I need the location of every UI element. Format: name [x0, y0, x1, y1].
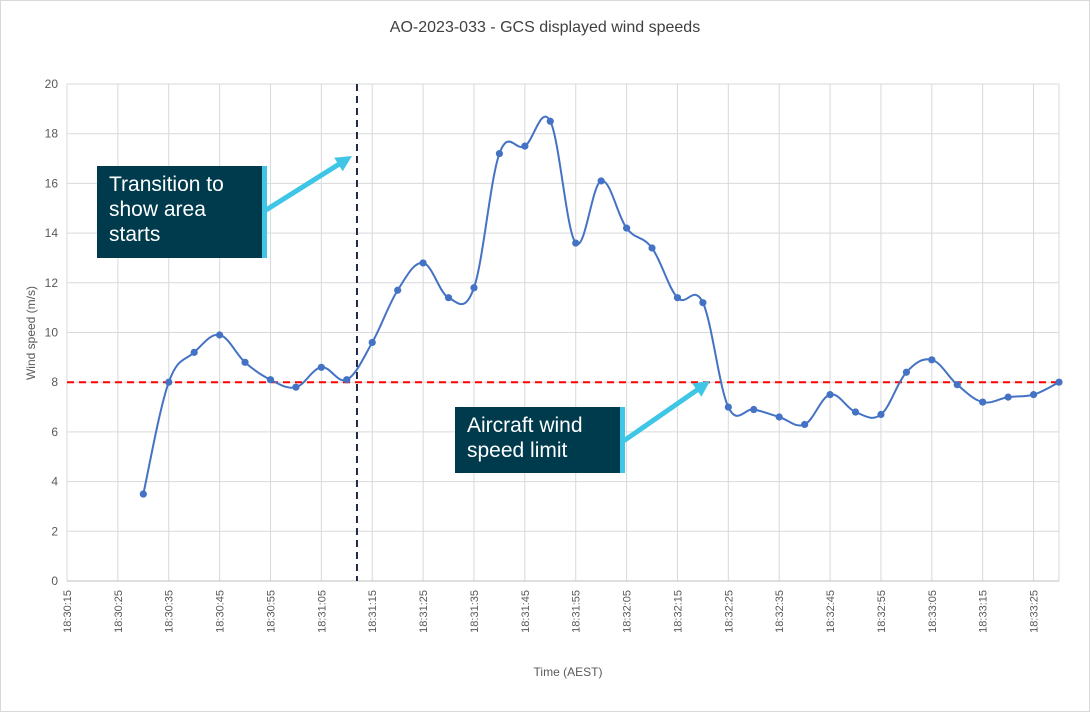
x-tick-label: 18:31:15 [367, 590, 379, 633]
callout-wind-limit: Aircraft wind speed limit [455, 407, 625, 473]
data-point [953, 381, 961, 389]
data-point [190, 348, 198, 356]
x-tick-label: 18:32:15 [672, 590, 684, 633]
y-tick-label: 12 [45, 276, 59, 290]
x-tick-label: 18:32:55 [876, 590, 888, 633]
x-tick-label: 18:31:45 [520, 590, 532, 633]
data-point [139, 490, 147, 498]
data-point [928, 356, 936, 364]
data-point [572, 239, 580, 247]
data-point [343, 376, 351, 384]
chart-title: AO-2023-033 - GCS displayed wind speeds [390, 19, 700, 36]
reference-lines [67, 84, 1059, 581]
x-tick-label: 18:32:25 [723, 590, 735, 633]
y-axis-label: Wind speed (m/s) [24, 286, 38, 380]
y-tick-label: 20 [45, 77, 59, 91]
callout-transition-line: Transition to [109, 173, 224, 196]
x-tick-label: 18:33:05 [927, 590, 939, 633]
data-point [394, 286, 402, 294]
data-point [902, 368, 910, 376]
callout-arrows [263, 156, 710, 443]
data-point [292, 383, 300, 391]
y-tick-label: 6 [51, 425, 58, 439]
data-point [775, 413, 783, 421]
data-point [368, 338, 376, 347]
callout-transition-line: starts [109, 223, 161, 246]
y-tick-label: 2 [51, 524, 58, 538]
y-tick-label: 4 [51, 475, 58, 489]
callout-transition-line: show area [109, 198, 206, 221]
x-tick-label: 18:33:25 [1029, 590, 1041, 633]
arrow-head [334, 156, 352, 172]
x-tick-label: 18:32:45 [825, 590, 837, 633]
data-point [724, 403, 732, 411]
limit-arrow [622, 381, 710, 443]
gridlines [66, 83, 1060, 582]
data-point [877, 410, 885, 419]
x-tick-label: 18:31:35 [469, 590, 481, 633]
x-tick-label: 18:31:05 [316, 590, 328, 633]
y-tick-label: 14 [45, 226, 59, 240]
x-tick-label: 18:32:05 [622, 590, 634, 633]
data-point [979, 398, 987, 406]
series-layer [139, 115, 1063, 498]
data-point [750, 405, 758, 414]
x-tick-label: 18:30:25 [113, 590, 125, 633]
data-point [699, 299, 707, 307]
x-tick-label: 18:30:35 [164, 590, 176, 633]
data-point [444, 294, 453, 302]
x-tick-label: 18:31:25 [418, 590, 430, 633]
x-axis-label: Time (AEST) [534, 665, 603, 679]
data-point [1055, 378, 1063, 386]
data-point [546, 117, 554, 125]
arrow-shaft [622, 387, 700, 443]
x-tick-label: 18:30:55 [265, 590, 277, 633]
x-tick-label: 18:30:45 [215, 590, 227, 633]
data-point [1029, 391, 1038, 399]
data-point [470, 284, 478, 292]
transition-arrow [263, 156, 352, 213]
data-point [597, 177, 605, 185]
callout-transition-start: Transition to show area starts [97, 166, 267, 258]
data-point [266, 376, 275, 384]
data-point [241, 358, 249, 366]
x-tick-label: 18:33:15 [978, 590, 990, 633]
arrow-shaft [263, 162, 341, 213]
data-point [673, 294, 682, 302]
data-point [1004, 393, 1012, 401]
data-point [648, 244, 656, 252]
data-point [851, 408, 860, 416]
x-tick-label: 18:30:15 [62, 590, 74, 633]
y-tick-label: 18 [45, 127, 59, 141]
data-point [216, 331, 224, 339]
data-point [622, 224, 631, 232]
data-point [165, 378, 173, 386]
data-point [419, 259, 427, 267]
data-point [495, 149, 504, 158]
y-tick-label: 16 [45, 176, 59, 190]
y-tick-label: 8 [51, 375, 58, 389]
callout-limit-line: speed limit [467, 439, 568, 462]
data-point [826, 391, 834, 399]
y-tick-label: 0 [51, 574, 58, 588]
callout-limit-line: Aircraft wind [467, 414, 583, 437]
data-point [317, 363, 325, 371]
data-point [801, 420, 809, 429]
x-tick-label: 18:32:35 [774, 590, 786, 633]
x-axis-ticks: 18:30:15 18:30:25 18:30:35 18:30:45 18:30:55… [62, 590, 1041, 633]
x-tick-label: 18:31:55 [571, 590, 583, 633]
data-point [521, 142, 529, 150]
y-tick-label: 10 [45, 326, 59, 340]
arrow-head [692, 381, 710, 397]
y-axis-ticks: 0 2 4 6 8 10 12 14 16 18 20 [45, 77, 59, 588]
